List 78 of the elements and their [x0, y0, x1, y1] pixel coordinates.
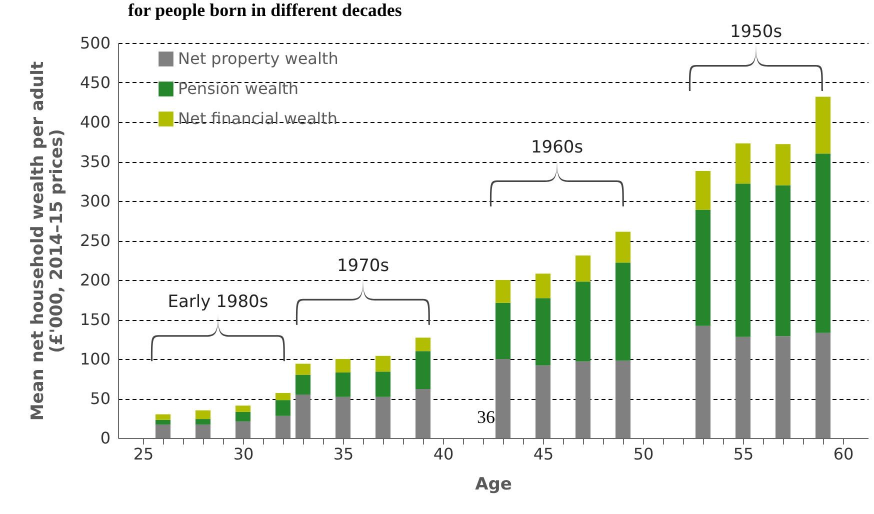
bar [236, 406, 250, 412]
y-tick-label: 100 [80, 350, 110, 368]
bar [536, 274, 550, 298]
legend-label: Net property wealth [178, 49, 338, 68]
bar [156, 424, 170, 438]
bar [336, 372, 350, 397]
bar [196, 410, 210, 420]
legend-label: Pension wealth [178, 79, 298, 98]
bar [616, 262, 630, 361]
bar [376, 356, 390, 372]
bar [376, 372, 390, 397]
bar [816, 332, 830, 438]
bar [236, 421, 250, 438]
bar [536, 298, 550, 366]
y-tick-label: 350 [80, 152, 110, 171]
y-axis-title: Mean net household wealth per adult (£'000, 2014–15 prices) [28, 61, 67, 421]
x-tick-label: 50 [633, 444, 654, 464]
bar [776, 185, 790, 336]
annotation: 1970s [336, 256, 390, 276]
x-tick-label: 60 [833, 444, 854, 464]
bar [196, 424, 210, 438]
bar [576, 361, 590, 438]
bar [736, 184, 750, 337]
y-tick-label: 150 [80, 310, 110, 329]
bar [196, 419, 210, 425]
x-tick-label: 55 [733, 444, 754, 464]
bar [736, 143, 750, 184]
legend-label: Net financial wealth [178, 109, 338, 128]
bar [416, 338, 430, 352]
y-tick-label: 300 [80, 192, 110, 210]
bar [156, 420, 170, 425]
x-tick-label: 45 [533, 444, 554, 464]
bar [296, 364, 310, 375]
bar [736, 336, 750, 438]
x-axis-title: Age [475, 474, 512, 494]
bar [816, 154, 830, 333]
text: 1950s [730, 22, 782, 42]
bar [776, 144, 790, 186]
annotation: 1960s [530, 137, 584, 158]
bar [776, 336, 790, 438]
y-tick-label: 400 [80, 112, 110, 132]
bar [156, 414, 170, 420]
y-tick-label: 500 [80, 34, 110, 52]
bar [496, 280, 510, 303]
annotation: Early 1980s [168, 292, 268, 312]
bar [416, 389, 430, 438]
bar [276, 392, 290, 400]
bar [616, 360, 630, 438]
bar [696, 210, 710, 326]
x-tick-label: 35 [333, 444, 354, 464]
bar [696, 170, 710, 210]
x-tick-label: 30 [233, 444, 254, 464]
bar [376, 396, 390, 438]
y-tick-label: 50 [90, 389, 110, 408]
bar [696, 326, 710, 438]
bar [816, 96, 830, 154]
bar [276, 416, 290, 438]
bar [576, 282, 590, 362]
bar [496, 359, 510, 438]
x-tick-label: 40 [433, 444, 454, 464]
bar [276, 400, 290, 416]
y-tick-label: 250 [80, 231, 110, 250]
y-tick-label: 450 [80, 73, 110, 92]
chart-title: for people born in different decades [128, 0, 402, 21]
y-tick-label: 0 [100, 428, 110, 448]
bar [576, 256, 590, 282]
bar [616, 232, 630, 263]
bar [336, 359, 350, 372]
bar [336, 396, 350, 438]
annotation: 36 [477, 406, 495, 428]
y-tick-label: 200 [80, 270, 110, 290]
bar [296, 394, 310, 438]
bar [416, 351, 430, 390]
bar [536, 365, 550, 438]
bar [296, 374, 310, 395]
bar [236, 412, 250, 422]
bar [496, 302, 510, 359]
x-tick-label: 25 [133, 444, 154, 464]
